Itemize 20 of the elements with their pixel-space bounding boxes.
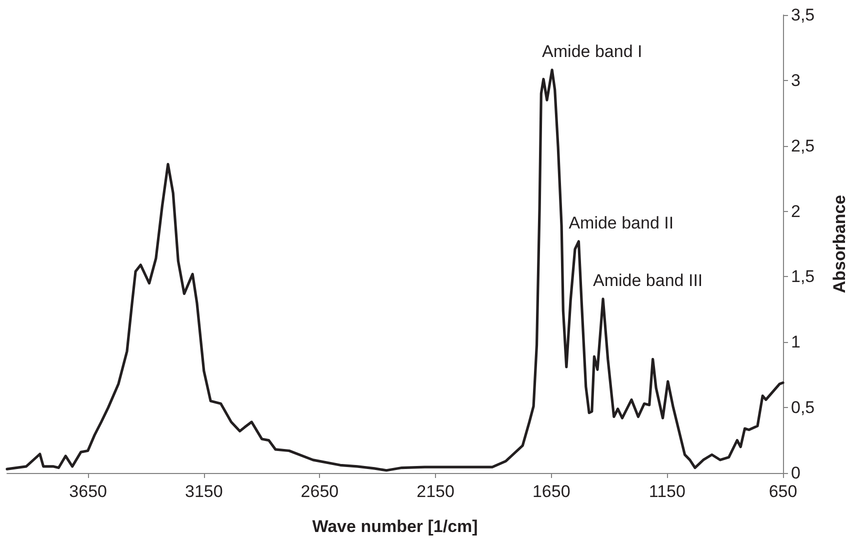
y-tick-label: 1 [791,332,800,352]
x-tick-label: 2650 [300,482,339,501]
annotation: Amide band III [593,270,703,290]
y-tick-label: 1,5 [791,267,815,286]
y-axis-title: Absorbance [830,194,849,294]
x-tick-label: 3650 [69,482,107,501]
annotation: Amide band I [542,42,642,61]
y-tick-label: 2 [791,202,800,221]
y-tick-label: 3,5 [791,6,815,24]
y-tick-label: 3 [791,70,800,90]
x-tick-label: 1150 [648,482,686,501]
y-tick-label: 0 [791,464,800,482]
x-axis-title: Wave number [1/cm] [312,517,478,536]
y-tick-label: 2,5 [791,136,815,156]
x-tick-label: 2150 [416,482,454,501]
x-tick-label: 650 [768,482,798,501]
x-tick-label: 1650 [532,482,570,501]
x-tick-label: 3150 [184,482,223,501]
annotation: Amide band II [568,213,674,232]
y-tick-label: 0,5 [791,398,815,418]
